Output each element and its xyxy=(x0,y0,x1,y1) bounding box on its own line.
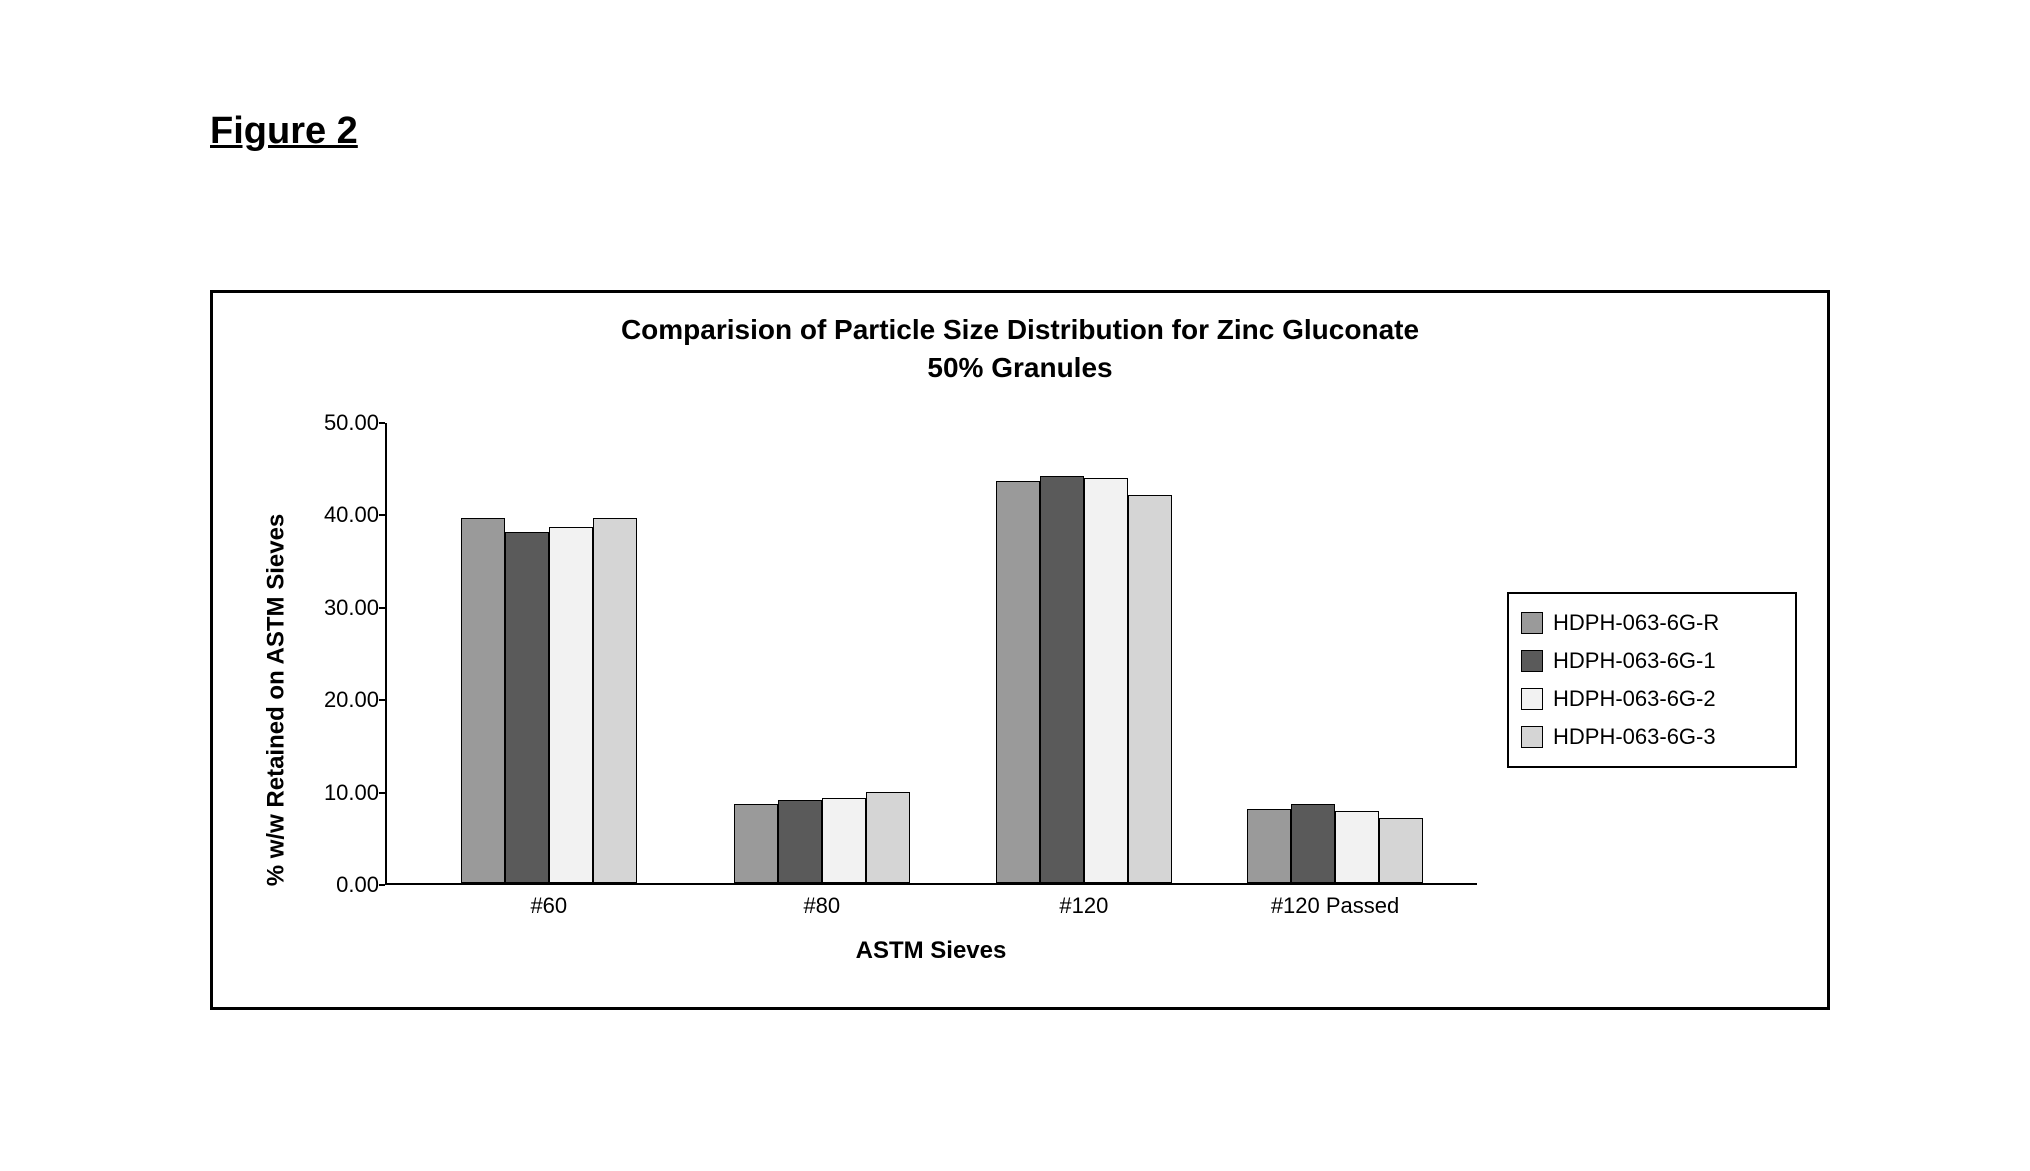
y-tick-mark xyxy=(379,514,385,516)
x-axis-label: ASTM Sieves xyxy=(385,931,1477,977)
bar-group xyxy=(1247,804,1423,883)
bar xyxy=(1128,495,1172,883)
category-label: #80 xyxy=(803,893,840,919)
chart-title: Comparision of Particle Size Distributio… xyxy=(213,293,1827,387)
bar xyxy=(593,518,637,883)
bar xyxy=(1291,804,1335,883)
bar-group xyxy=(461,518,637,883)
legend-swatch xyxy=(1521,650,1543,672)
legend-label: HDPH-063-6G-R xyxy=(1553,610,1719,636)
category-label: #120 Passed xyxy=(1271,893,1399,919)
legend-item: HDPH-063-6G-1 xyxy=(1521,642,1783,680)
legend-item: HDPH-063-6G-R xyxy=(1521,604,1783,642)
y-tick-mark xyxy=(379,699,385,701)
legend: HDPH-063-6G-R HDPH-063-6G-1 HDPH-063-6G-2 H… xyxy=(1507,592,1797,768)
bar-group xyxy=(996,476,1172,883)
y-tick-mark xyxy=(379,422,385,424)
plot-area xyxy=(385,423,1477,885)
y-tick-mark xyxy=(379,607,385,609)
bar xyxy=(734,804,778,883)
y-tick: 0.00 xyxy=(336,872,379,898)
bar xyxy=(822,798,866,883)
bar xyxy=(866,792,910,883)
y-axis-label: % w/w Retained on ASTM Sieves xyxy=(262,514,290,887)
y-tick: 50.00 xyxy=(324,410,379,436)
figure-label: Figure 2 xyxy=(210,110,358,153)
legend-swatch xyxy=(1521,612,1543,634)
legend-item: HDPH-063-6G-2 xyxy=(1521,680,1783,718)
legend-swatch xyxy=(1521,688,1543,710)
legend-label: HDPH-063-6G-2 xyxy=(1553,686,1716,712)
bar xyxy=(1335,811,1379,883)
category-row: #60 #80 #120 #120 Passed xyxy=(385,885,1477,931)
category-label: #120 xyxy=(1059,893,1108,919)
bar xyxy=(461,518,505,883)
bar xyxy=(505,532,549,883)
bar xyxy=(1247,809,1291,883)
chart-title-line1: Comparision of Particle Size Distributio… xyxy=(621,314,1419,345)
chart-frame: Comparision of Particle Size Distributio… xyxy=(210,290,1830,1010)
category-label: #60 xyxy=(530,893,567,919)
y-tick-mark xyxy=(379,792,385,794)
legend-label: HDPH-063-6G-1 xyxy=(1553,648,1716,674)
bar xyxy=(778,800,822,883)
bar xyxy=(996,481,1040,883)
y-tick: 10.00 xyxy=(324,780,379,806)
plot-wrap: #60 #80 #120 #120 Passed ASTM Sieves xyxy=(385,423,1477,977)
bar xyxy=(1040,476,1084,883)
y-axis-label-wrap: % w/w Retained on ASTM Sieves xyxy=(253,423,299,977)
y-tick: 20.00 xyxy=(324,687,379,713)
legend-label: HDPH-063-6G-3 xyxy=(1553,724,1716,750)
y-tick: 30.00 xyxy=(324,595,379,621)
legend-item: HDPH-063-6G-3 xyxy=(1521,718,1783,756)
y-tick: 40.00 xyxy=(324,502,379,528)
y-tick-column: 0.0010.0020.0030.0040.0050.00 xyxy=(299,423,385,977)
legend-swatch xyxy=(1521,726,1543,748)
y-axis-line xyxy=(385,423,387,883)
bar xyxy=(549,527,593,883)
chart-title-line2: 50% Granules xyxy=(927,352,1112,383)
bar xyxy=(1084,478,1128,883)
bar-group xyxy=(734,792,910,883)
plot-row: % w/w Retained on ASTM Sieves 0.00 10.00 2… xyxy=(253,423,1797,977)
bar xyxy=(1379,818,1423,883)
